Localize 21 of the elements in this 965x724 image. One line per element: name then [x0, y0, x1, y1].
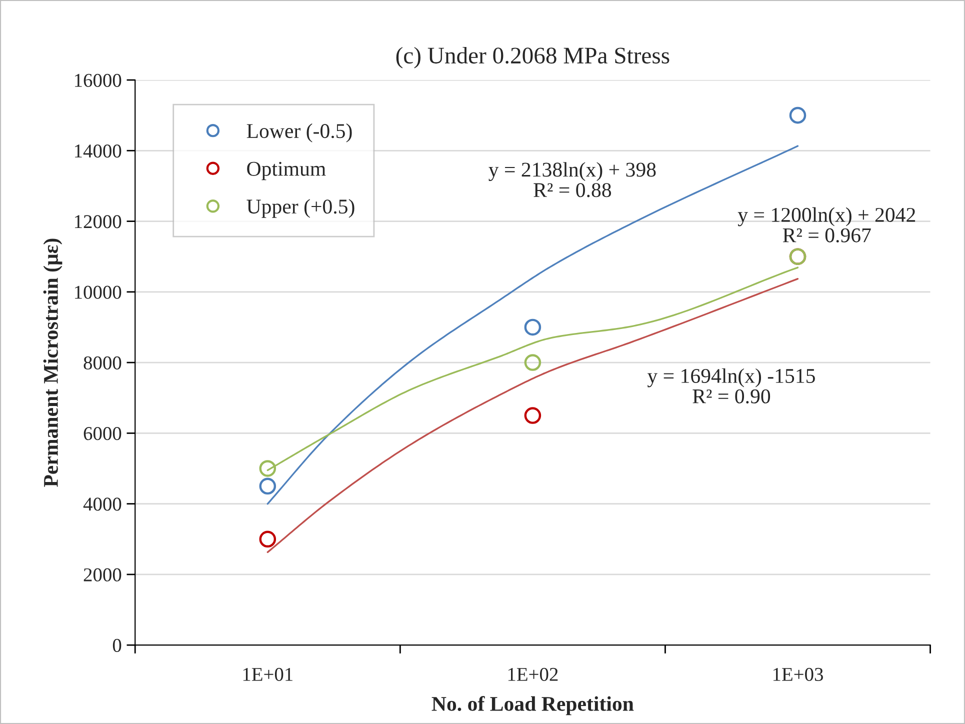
y-tick-label: 8000 [84, 356, 122, 370]
y-axis-title: Permanent Microstrain (με) [43, 238, 62, 487]
legend-label: Upper (+0.5) [246, 198, 354, 218]
x-tick-label: 1E+03 [773, 668, 823, 681]
y-tick-label: 14000 [75, 144, 122, 158]
y-tick-label: 2000 [84, 568, 122, 582]
x-axis-title: No. of Load Repetition [432, 696, 634, 716]
chart-title: (c) Under 0.2068 MPa Stress [396, 46, 670, 68]
y-tick-label: 6000 [84, 426, 122, 440]
annotation: y = 2138ln(x) + 398 R² = 0.88 [488, 162, 656, 198]
y-tick-label: 4000 [83, 498, 122, 511]
x-tick-label: 1E+01 [243, 668, 292, 681]
y-tick-label: 10000 [75, 286, 122, 299]
y-tick-label: 12000 [75, 215, 122, 228]
legend-label: Lower (-0.5) [246, 123, 352, 142]
annotation: y = 1694ln(x) -1515 R² = 0.90 [647, 368, 815, 404]
y-tick-label: 16000 [75, 74, 122, 87]
y-tick-label: 0 [112, 638, 122, 652]
annotation: y = 1200ln(x) + 2042 R² = 0.967 [738, 207, 916, 242]
x-tick-label: 1E+02 [508, 668, 558, 681]
legend-label: Optimum [247, 162, 326, 180]
